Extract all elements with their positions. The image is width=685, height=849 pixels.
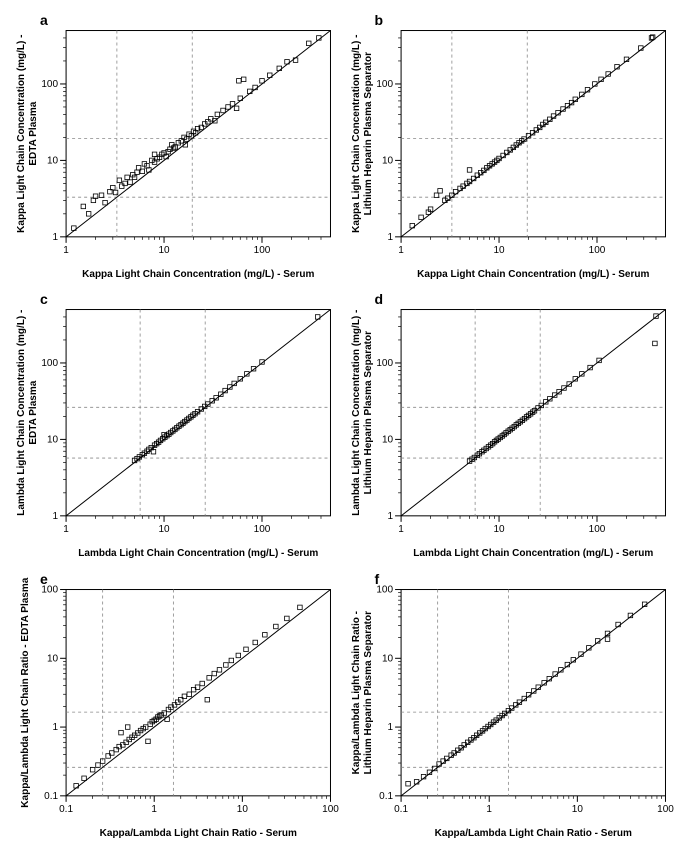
svg-text:Kappa/Lambda Light Chain Ratio: Kappa/Lambda Light Chain Ratio - EDTA Pl… [20, 577, 31, 807]
svg-text:10: 10 [381, 653, 393, 664]
chart-b: 1 10 100 1 10 100 Kappa Light Chain Concentrat… [345, 10, 676, 285]
svg-text:Lambda Light Chain Concentrati: Lambda Light Chain Concentration (mg/L) … [78, 548, 318, 559]
svg-text:10: 10 [571, 804, 583, 815]
panel-b: b 1 10 100 1 10 100 Kappa Light Chain Concentr… [345, 10, 676, 285]
svg-text:0.1: 0.1 [394, 804, 408, 815]
svg-text:100: 100 [254, 524, 271, 535]
figure-grid: a 1 10 100 1 10 100 Kappa Light Chain Concentr… [10, 10, 675, 839]
svg-text:0.1: 0.1 [379, 791, 393, 802]
svg-text:10: 10 [381, 155, 393, 166]
svg-text:Kappa Light Chain Concentratio: Kappa Light Chain Concentration (mg/L) - [16, 35, 27, 233]
svg-text:Kappa/Lambda Light Chain Ratio: Kappa/Lambda Light Chain Ratio - Serum [100, 828, 297, 839]
svg-text:Lithium Heparin Plasma Separat: Lithium Heparin Plasma Separator [363, 331, 374, 494]
svg-text:1: 1 [53, 232, 59, 243]
svg-text:1: 1 [387, 722, 393, 733]
panel-label: d [375, 291, 384, 307]
svg-text:100: 100 [588, 524, 605, 535]
panel-label: c [40, 291, 48, 307]
svg-text:100: 100 [254, 245, 271, 256]
svg-text:100: 100 [41, 79, 58, 90]
panel-label: f [375, 571, 380, 587]
svg-text:1: 1 [398, 524, 404, 535]
chart-e: 0.11101000.1110100Kappa/Lambda Light Cha… [10, 569, 341, 844]
svg-text:0.1: 0.1 [59, 804, 73, 815]
svg-text:100: 100 [41, 358, 58, 369]
svg-text:10: 10 [237, 804, 249, 815]
panel-label: e [40, 571, 48, 587]
panel-label: a [40, 12, 48, 28]
svg-text:100: 100 [376, 358, 393, 369]
svg-text:10: 10 [47, 435, 59, 446]
svg-text:Kappa Light Chain Concentratio: Kappa Light Chain Concentration (mg/L) -… [417, 269, 649, 280]
svg-text:100: 100 [588, 245, 605, 256]
svg-text:10: 10 [381, 435, 393, 446]
svg-text:0.1: 0.1 [44, 791, 58, 802]
panel-c: c 1 10 100 1 10 100 Lambda Light Chain Concent… [10, 289, 341, 564]
svg-text:EDTA Plasma: EDTA Plasma [28, 101, 39, 165]
svg-text:1: 1 [63, 524, 69, 535]
svg-text:EDTA Plasma: EDTA Plasma [28, 381, 39, 445]
svg-text:Lithium Heparin Plasma Separat: Lithium Heparin Plasma Separator [363, 52, 374, 215]
svg-text:1: 1 [151, 804, 157, 815]
svg-text:Kappa Light Chain Concentratio: Kappa Light Chain Concentration (mg/L) - [351, 35, 362, 233]
svg-text:Lambda Light Chain Concentrati: Lambda Light Chain Concentration (mg/L) … [351, 310, 362, 516]
svg-text:10: 10 [493, 524, 505, 535]
svg-text:1: 1 [387, 232, 393, 243]
svg-text:Kappa Light Chain Concentratio: Kappa Light Chain Concentration (mg/L) -… [82, 269, 314, 280]
svg-text:1: 1 [53, 722, 59, 733]
svg-text:10: 10 [47, 155, 59, 166]
panel-f: f 0.11101000.1110100Kappa/Lambda Light C… [345, 569, 676, 844]
chart-f: 0.11101000.1110100Kappa/Lambda Light Cha… [345, 569, 676, 844]
svg-text:10: 10 [47, 653, 59, 664]
svg-text:100: 100 [376, 79, 393, 90]
svg-text:1: 1 [63, 245, 69, 256]
svg-text:1: 1 [387, 511, 393, 522]
svg-text:1: 1 [486, 804, 492, 815]
panel-a: a 1 10 100 1 10 100 Kappa Light Chain Concentr… [10, 10, 341, 285]
panel-label: b [375, 12, 384, 28]
svg-text:Lithium Heparin Plasma Separat: Lithium Heparin Plasma Separator [363, 611, 374, 774]
chart-a: 1 10 100 1 10 100 Kappa Light Chain Concentrat… [10, 10, 341, 285]
panel-d: d 1 10 100 1 10 100 Lambda Light Chain Concent… [345, 289, 676, 564]
svg-text:Lambda Light Chain Concentrati: Lambda Light Chain Concentration (mg/L) … [16, 310, 27, 516]
svg-text:10: 10 [158, 524, 170, 535]
svg-text:10: 10 [158, 245, 170, 256]
svg-text:Kappa/Lambda Light Chain Ratio: Kappa/Lambda Light Chain Ratio - Serum [434, 828, 631, 839]
chart-c: 1 10 100 1 10 100 Lambda Light Chain Concentra… [10, 289, 341, 564]
svg-text:1: 1 [398, 245, 404, 256]
svg-text:100: 100 [657, 804, 674, 815]
svg-text:1: 1 [53, 511, 59, 522]
panel-e: e 0.11101000.1110100Kappa/Lambda Light C… [10, 569, 341, 844]
svg-text:Lambda Light Chain Concentrati: Lambda Light Chain Concentration (mg/L) … [413, 548, 653, 559]
svg-text:100: 100 [322, 804, 339, 815]
svg-text:Kappa/Lambda Light Chain Ratio: Kappa/Lambda Light Chain Ratio - [351, 611, 362, 774]
chart-d: 1 10 100 1 10 100 Lambda Light Chain Concentra… [345, 289, 676, 564]
svg-text:10: 10 [493, 245, 505, 256]
